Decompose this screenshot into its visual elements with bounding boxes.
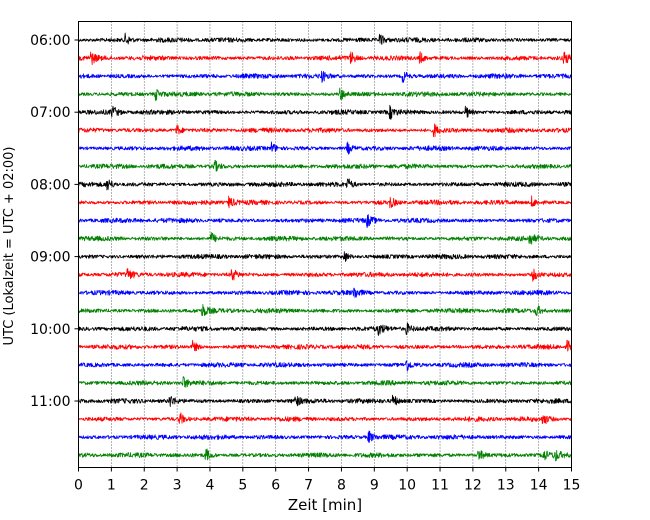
trace-0700 xyxy=(78,104,572,120)
trace-0745 xyxy=(78,159,572,172)
trace-1130 xyxy=(78,430,572,443)
x-tick-label: 8 xyxy=(337,478,346,494)
x-tick-label: 11 xyxy=(431,478,449,494)
x-tick-label: 0 xyxy=(74,478,83,494)
x-axis-label: Zeit [min] xyxy=(288,496,362,514)
trace-0845 xyxy=(78,231,572,245)
trace-0730 xyxy=(78,141,572,155)
x-tick-label: 14 xyxy=(530,478,548,494)
x-tick-label: 2 xyxy=(140,478,149,494)
trace-1015 xyxy=(78,339,572,352)
trace-0800 xyxy=(78,178,572,191)
x-tick-label: 15 xyxy=(563,478,581,494)
vertical-grid xyxy=(111,21,539,468)
x-tick-label: 10 xyxy=(398,478,416,494)
y-tick-label: 06:00 xyxy=(30,33,70,49)
y-axis-ticks: 06:00 07:00 08:00 09:00 10:00 11:00 xyxy=(30,33,79,410)
y-tick-label: 09:00 xyxy=(30,250,70,266)
x-tick-label: 12 xyxy=(464,478,482,494)
x-tick-label: 13 xyxy=(497,478,515,494)
trace-1100 xyxy=(78,394,572,408)
x-tick-label: 1 xyxy=(107,478,116,494)
x-tick-label: 9 xyxy=(370,478,379,494)
trace-0815 xyxy=(78,195,572,209)
trace-0715 xyxy=(78,123,572,138)
trace-0615 xyxy=(78,51,572,65)
trace-0900 xyxy=(78,251,572,263)
trace-1030 xyxy=(78,360,572,372)
x-tick-label: 5 xyxy=(238,478,247,494)
x-tick-label: 4 xyxy=(206,478,215,494)
x-tick-label: 3 xyxy=(173,478,182,494)
x-tick-label: 6 xyxy=(271,478,280,494)
trace-1045 xyxy=(78,376,572,388)
trace-0830 xyxy=(78,214,572,229)
y-tick-label: 07:00 xyxy=(30,105,70,121)
x-tick-label: 7 xyxy=(304,478,313,494)
trace-1000 xyxy=(78,322,572,336)
trace-1145 xyxy=(78,448,572,462)
trace-1115 xyxy=(78,412,572,425)
trace-0915 xyxy=(78,268,572,282)
trace-0600 xyxy=(78,32,572,45)
x-axis-ticks: 0 1 2 3 4 5 6 7 8 9 10 11 12 13 14 15 xyxy=(74,467,581,494)
plot-frame xyxy=(78,21,572,468)
y-tick-label: 11:00 xyxy=(30,394,70,410)
trace-0930 xyxy=(78,287,572,298)
y-axis-label: UTC (Lokalzeit = UTC + 02:00) xyxy=(2,147,17,346)
trace-0630 xyxy=(78,70,572,83)
trace-0645 xyxy=(78,87,572,101)
seismogram-traces xyxy=(78,32,572,462)
trace-0945 xyxy=(78,304,572,317)
y-tick-label: 08:00 xyxy=(30,177,70,193)
y-tick-label: 10:00 xyxy=(30,322,70,338)
